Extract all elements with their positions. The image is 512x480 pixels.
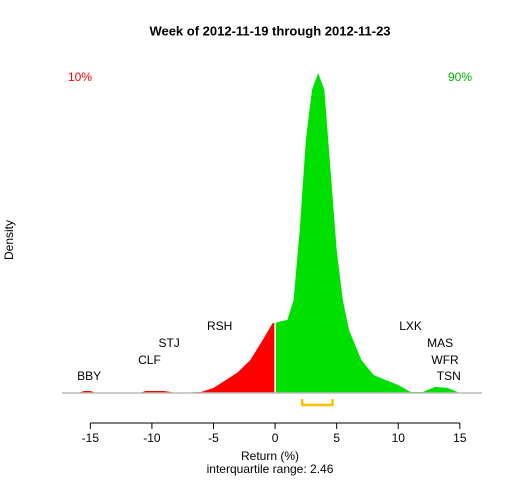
y-axis-label: Density <box>2 220 16 260</box>
x-tick-label: 15 <box>453 431 467 445</box>
stock-label: WFR <box>431 353 459 367</box>
x-tick-label: -15 <box>82 431 100 445</box>
x-tick-label: 10 <box>392 431 406 445</box>
x-tick-label: -5 <box>208 431 219 445</box>
chart-title: Week of 2012-11-19 through 2012-11-23 <box>149 23 390 38</box>
x-axis-label: Return (%) <box>241 449 299 463</box>
density-area <box>78 323 276 393</box>
x-tick-label: 5 <box>333 431 340 445</box>
x-tick-label: -10 <box>143 431 161 445</box>
iqr-bracket <box>300 399 334 407</box>
stock-label: STJ <box>158 336 179 350</box>
stock-label: BBY <box>77 369 101 383</box>
density-area <box>275 72 473 394</box>
corner-label: 90% <box>448 70 472 84</box>
stock-label: RSH <box>207 319 232 333</box>
stock-label: CLF <box>138 353 161 367</box>
stock-label: TSN <box>437 369 461 383</box>
x-tick-label: 0 <box>272 431 279 445</box>
stock-label: MAS <box>427 336 453 350</box>
subtitle: interquartile range: 2.46 <box>207 462 334 476</box>
stock-label: LXK <box>399 319 422 333</box>
corner-label: 10% <box>68 70 92 84</box>
